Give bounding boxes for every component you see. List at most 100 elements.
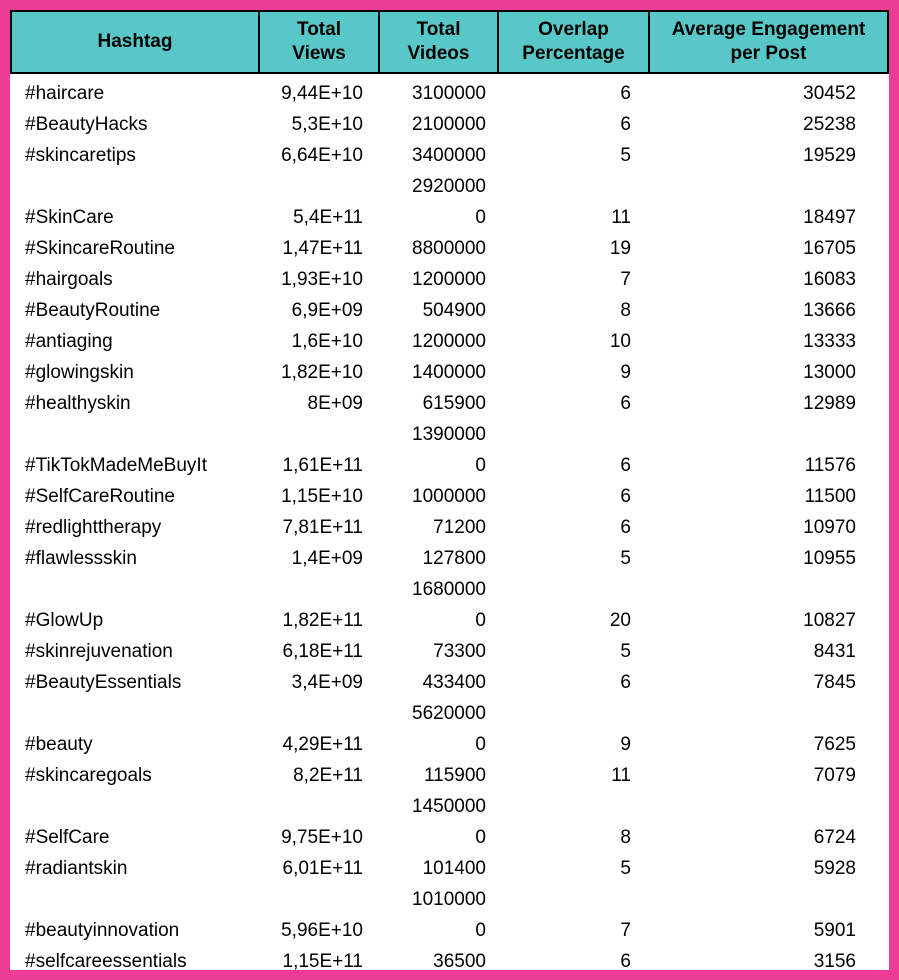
cell-engagement: 7079 <box>813 765 856 786</box>
cell-hashtag: #glowingskin <box>25 362 134 383</box>
cell-overlap: 8 <box>620 300 631 321</box>
cell-views: 8E+09 <box>307 393 363 414</box>
column-header-videos: Total Videos <box>378 10 499 74</box>
cell-views: 6,18E+11 <box>282 641 363 662</box>
cell-views: 5,3E+10 <box>291 114 363 135</box>
cell-engagement: 7625 <box>813 734 856 755</box>
table-header-row: Hashtag Total Views Total Videos Overlap Pe… <box>10 10 889 74</box>
cell-videos: 433400 5620000 <box>412 672 486 724</box>
cell-views: 9,75E+10 <box>281 827 363 848</box>
cell-engagement: 30452 <box>803 83 856 104</box>
table-row: #GlowUp 1,82E+11 0 20 10827 <box>11 605 888 636</box>
cell-videos: 0 <box>475 920 486 941</box>
cell-engagement: 19529 <box>803 145 856 166</box>
cell-hashtag: #BeautyHacks <box>25 114 148 135</box>
table-row: #BeautyHacks 5,3E+10 2100000 6 25238 <box>11 109 888 140</box>
cell-overlap: 6 <box>620 951 631 972</box>
cell-videos: 1000000 <box>412 486 486 507</box>
cell-videos: 0 <box>475 207 486 228</box>
cell-hashtag: #redlighttherapy <box>25 517 162 538</box>
table-row: #skincaretips 6,64E+10 3400000 2920000 5 195… <box>11 140 888 202</box>
hashtag-table: Hashtag Total Views Total Videos Overlap Pe… <box>10 10 889 972</box>
table-row: #TikTokMadeMeBuyIt 1,61E+11 0 6 11576 <box>11 450 888 481</box>
cell-hashtag: #healthyskin <box>25 393 131 414</box>
cell-engagement: 18497 <box>803 207 856 228</box>
cell-engagement: 11500 <box>804 486 856 507</box>
table-row: #skincaregoals 8,2E+11 115900 1450000 11 707… <box>11 760 888 822</box>
cell-videos: 71200 <box>433 517 486 538</box>
cell-engagement: 12989 <box>803 393 856 414</box>
cell-views: 4,29E+11 <box>282 734 363 755</box>
cell-videos: 0 <box>475 734 486 755</box>
cell-overlap: 6 <box>620 517 631 538</box>
cell-videos: 8800000 <box>412 238 486 259</box>
table-row: #beauty 4,29E+11 0 9 7625 <box>11 729 888 760</box>
cell-hashtag: #BeautyRoutine <box>25 300 161 321</box>
table-row: #BeautyRoutine 6,9E+09 504900 8 13666 <box>11 295 888 326</box>
cell-views: 8,2E+11 <box>293 765 363 786</box>
cell-engagement: 25238 <box>803 114 856 135</box>
cell-overlap: 20 <box>609 610 631 631</box>
cell-views: 6,64E+10 <box>281 145 363 166</box>
cell-views: 9,44E+10 <box>281 83 363 104</box>
cell-engagement: 10970 <box>803 517 856 538</box>
table-row: #healthyskin 8E+09 615900 1390000 6 12989 <box>11 388 888 450</box>
cell-engagement: 7845 <box>813 672 856 693</box>
cell-engagement: 10955 <box>803 548 856 569</box>
cell-hashtag: #haircare <box>25 83 105 104</box>
cell-hashtag: #beauty <box>25 734 93 755</box>
cell-hashtag: #selfcareessentials <box>25 951 187 972</box>
cell-overlap: 6 <box>620 114 631 135</box>
cell-views: 6,9E+09 <box>291 300 363 321</box>
cell-videos: 1200000 <box>412 269 486 290</box>
cell-videos: 0 <box>475 610 486 631</box>
cell-videos: 36500 <box>433 951 486 972</box>
cell-overlap: 10 <box>609 331 631 352</box>
cell-videos: 101400 1010000 <box>412 858 486 910</box>
cell-views: 5,96E+10 <box>281 920 363 941</box>
cell-engagement: 5901 <box>813 920 856 941</box>
cell-videos: 3100000 <box>412 83 486 104</box>
cell-engagement: 5928 <box>813 858 856 879</box>
cell-views: 1,6E+10 <box>291 331 363 352</box>
cell-videos: 3400000 2920000 <box>412 145 486 197</box>
column-header-views: Total Views <box>258 10 380 74</box>
cell-videos: 1200000 <box>412 331 486 352</box>
table-row: #radiantskin 6,01E+11 101400 1010000 5 5928 <box>11 853 888 915</box>
cell-videos: 0 <box>475 827 486 848</box>
cell-hashtag: #TikTokMadeMeBuyIt <box>25 455 207 476</box>
table-row: #hairgoals 1,93E+10 1200000 7 16083 <box>11 264 888 295</box>
table-row: #SelfCareRoutine 1,15E+10 1000000 6 11500 <box>11 481 888 512</box>
cell-hashtag: #hairgoals <box>25 269 113 290</box>
table-row: #SkinCare 5,4E+11 0 11 18497 <box>11 202 888 233</box>
table-row: #beautyinnovation 5,96E+10 0 7 5901 <box>11 915 888 946</box>
cell-overlap: 6 <box>620 455 631 476</box>
cell-hashtag: #SkincareRoutine <box>25 238 175 259</box>
column-header-hashtag: Hashtag <box>10 10 260 74</box>
table-row: #flawlessskin 1,4E+09 127800 1680000 5 10955 <box>11 543 888 605</box>
cell-overlap: 9 <box>620 362 631 383</box>
cell-overlap: 7 <box>620 920 631 941</box>
cell-views: 1,82E+11 <box>282 610 363 631</box>
table-row: #haircare 9,44E+10 3100000 6 30452 <box>11 73 888 109</box>
cell-overlap: 11 <box>611 207 631 228</box>
cell-overlap: 6 <box>620 393 631 414</box>
cell-videos: 2100000 <box>412 114 486 135</box>
cell-engagement: 13666 <box>803 300 856 321</box>
cell-views: 3,4E+09 <box>291 672 363 693</box>
cell-overlap: 5 <box>620 145 631 166</box>
cell-engagement: 16083 <box>803 269 856 290</box>
cell-views: 5,4E+11 <box>293 207 363 228</box>
cell-hashtag: #SkinCare <box>25 207 114 228</box>
cell-videos: 615900 1390000 <box>412 393 486 445</box>
cell-views: 7,81E+11 <box>282 517 363 538</box>
table-body: #haircare 9,44E+10 3100000 6 30452 #BeautyHac… <box>11 73 888 972</box>
cell-overlap: 8 <box>620 827 631 848</box>
table-row: #BeautyEssentials 3,4E+09 433400 5620000 6 7… <box>11 667 888 729</box>
column-header-engagement: Average Engagement per Post <box>648 10 889 74</box>
cell-hashtag: #skincaretips <box>25 145 136 166</box>
table-row: #skinrejuvenation 6,18E+11 73300 5 8431 <box>11 636 888 667</box>
cell-hashtag: #beautyinnovation <box>25 920 180 941</box>
cell-overlap: 6 <box>620 486 631 507</box>
